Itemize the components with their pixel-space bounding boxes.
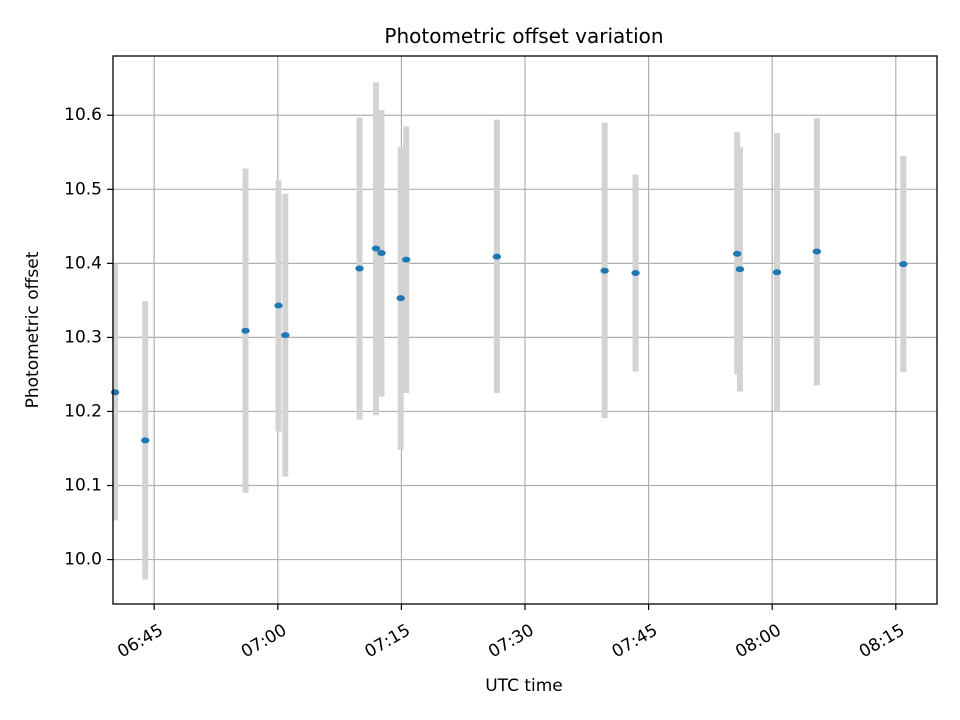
data-point (812, 248, 822, 255)
y-tick-label: 10.4 (64, 253, 102, 273)
data-point (899, 261, 908, 268)
data-point (732, 250, 742, 257)
point-layer (110, 245, 908, 444)
data-point (396, 295, 405, 302)
data-point (110, 389, 120, 396)
data-point (735, 266, 745, 273)
y-tick-label: 10.2 (64, 401, 102, 421)
data-point (355, 265, 364, 272)
y-tick-label: 10.6 (64, 105, 102, 125)
data-point (241, 327, 250, 334)
data-point (631, 269, 640, 276)
chart-title: Photometric offset variation (384, 24, 663, 48)
y-axis-label: Photometric offset (23, 251, 43, 408)
data-point (281, 332, 290, 339)
y-tick-label: 10.0 (64, 550, 102, 570)
x-axis-label: UTC time (485, 676, 563, 696)
data-point (274, 302, 283, 309)
data-point (600, 267, 609, 274)
data-point (141, 437, 150, 444)
y-tick-label: 10.3 (64, 327, 102, 347)
y-tick-label: 10.1 (64, 476, 102, 496)
data-point (377, 249, 386, 256)
data-point (371, 245, 381, 252)
data-point (492, 253, 502, 260)
data-point (772, 269, 782, 276)
data-point (402, 256, 411, 263)
y-tick-label: 10.5 (64, 179, 102, 199)
